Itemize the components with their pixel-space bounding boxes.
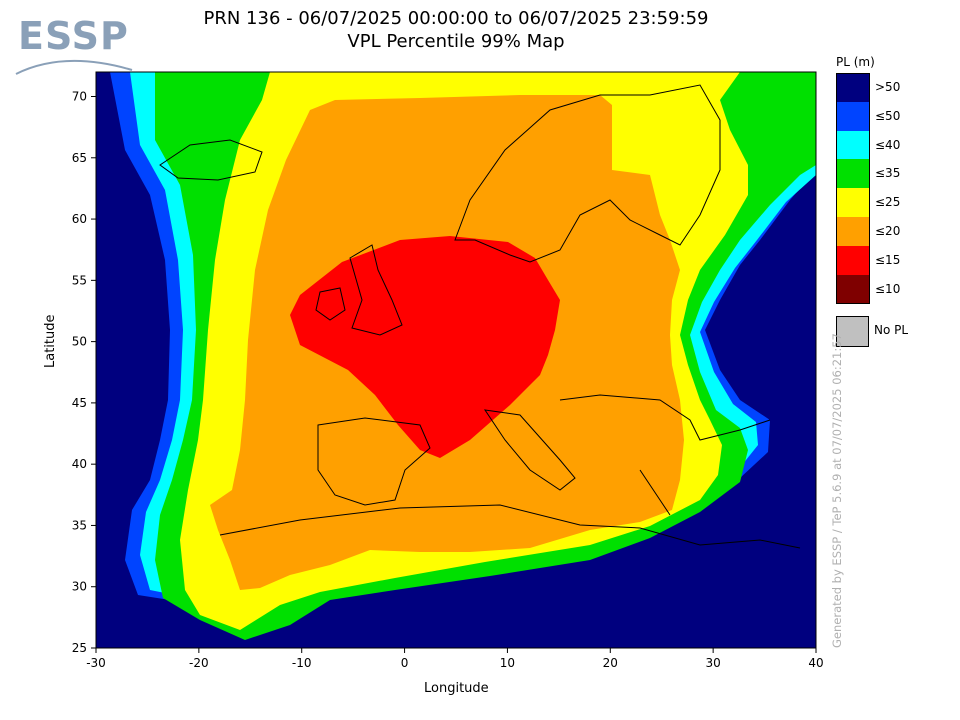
legend-swatch — [836, 245, 870, 275]
y-tick-label: 45 — [72, 396, 87, 410]
legend-title: PL (m) — [836, 55, 875, 69]
x-tick-label: 10 — [500, 656, 515, 670]
essp-logo: ESSP — [14, 12, 134, 82]
x-axis-title: Longitude — [424, 681, 489, 696]
legend-no-pl-label: No PL — [874, 323, 909, 337]
y-tick-label: 70 — [72, 90, 87, 104]
coastline-outlines — [159, 84, 801, 549]
legend-swatch — [836, 188, 870, 218]
legend-label: ≤40 — [875, 137, 901, 152]
legend-label: >50 — [875, 80, 901, 94]
logo-swoosh-icon — [15, 59, 133, 75]
iceland-outline — [159, 139, 263, 181]
x-tick-label: 20 — [603, 656, 618, 670]
legend-swatch — [836, 73, 870, 102]
legend-label: ≤50 — [875, 108, 901, 123]
x-tick-label: -20 — [189, 656, 209, 670]
legend-swatch — [836, 274, 870, 304]
legend-label: ≤25 — [875, 195, 901, 210]
iberia-outline — [317, 417, 431, 506]
y-tick-label: 55 — [72, 273, 87, 287]
legend-label: ≤20 — [875, 224, 901, 238]
north-africa-coast — [219, 504, 801, 549]
legend-swatch — [836, 101, 870, 131]
generated-by-credit: Generated by ESSP / TeP 5.6.9 at 07/07/2… — [830, 333, 844, 648]
y-tick-label: 35 — [72, 518, 87, 532]
legend-label: ≤35 — [875, 166, 901, 181]
chart-title: PRN 136 - 06/07/2025 00:00:00 to 06/07/2… — [203, 8, 709, 29]
zone-le15 — [290, 236, 560, 458]
y-tick-label: 60 — [72, 212, 87, 226]
legend-label: ≤10 — [875, 281, 901, 296]
chart-subtitle: VPL Percentile 99% Map — [347, 31, 565, 52]
y-axis-ticks: 25 30 35 40 45 50 55 60 65 70 — [72, 90, 96, 655]
balkans-black-sea-coast — [559, 394, 771, 441]
legend-swatch — [836, 130, 870, 160]
legend-swatch — [836, 217, 870, 246]
plot-frame — [95, 71, 817, 649]
logo-text: ESSP — [18, 14, 129, 58]
y-tick-label: 65 — [72, 151, 87, 165]
x-tick-label: 30 — [706, 656, 721, 670]
legend-swatch — [836, 159, 870, 189]
y-tick-label: 25 — [72, 641, 87, 655]
italy-outline — [483, 409, 576, 491]
y-tick-label: 50 — [72, 335, 87, 349]
y-tick-label: 40 — [72, 457, 87, 471]
y-axis-title: Latitude — [43, 314, 58, 368]
legend-no-pl-swatch — [836, 316, 869, 347]
y-tick-label: 30 — [72, 580, 87, 594]
x-axis-ticks: -30 -20 -10 0 10 20 30 40 — [86, 648, 824, 670]
scandinavia-outline — [454, 84, 721, 263]
legend-label: ≤15 — [875, 252, 901, 267]
great-britain-outline — [349, 244, 403, 336]
x-tick-label: -10 — [292, 656, 312, 670]
x-tick-label: 0 — [401, 656, 409, 670]
x-tick-label: -30 — [86, 656, 106, 670]
greece-coast — [639, 469, 671, 516]
ireland-outline — [315, 287, 346, 321]
x-tick-label: 40 — [808, 656, 823, 670]
